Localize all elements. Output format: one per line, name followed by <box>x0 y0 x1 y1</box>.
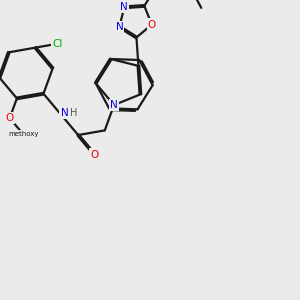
Text: N: N <box>61 108 68 118</box>
Text: O: O <box>6 113 14 123</box>
Text: O: O <box>90 150 99 160</box>
Text: Cl: Cl <box>52 39 63 49</box>
Text: N: N <box>120 2 128 12</box>
Text: N: N <box>110 100 118 110</box>
Text: O: O <box>148 20 156 29</box>
Text: N: N <box>116 22 123 32</box>
Text: methoxy: methoxy <box>8 131 38 137</box>
Text: H: H <box>70 108 77 118</box>
